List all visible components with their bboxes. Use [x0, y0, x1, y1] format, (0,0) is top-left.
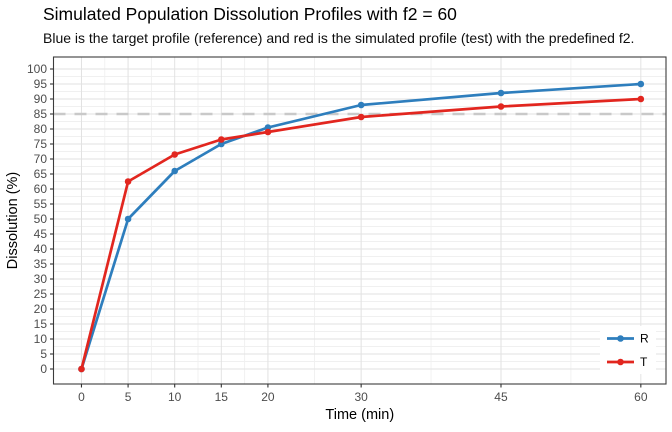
grid-minor: [53, 57, 666, 384]
series-T: [78, 95, 645, 373]
axis-ticks: [50, 68, 642, 388]
chart-title: Simulated Population Dissolution Profile…: [43, 4, 457, 24]
y-tick-label: 15: [34, 317, 48, 331]
y-tick-label: 0: [40, 362, 47, 376]
y-tick-label: 45: [34, 227, 48, 241]
y-tick-label: 35: [34, 257, 48, 271]
y-axis-title: Dissolution (%): [5, 172, 21, 270]
legend-key-point-T: [617, 358, 624, 366]
x-tick-label: 20: [261, 390, 275, 404]
x-tick-label: 15: [215, 390, 229, 404]
y-tick-label: 60: [34, 182, 48, 196]
series-R-point: [171, 167, 178, 175]
series-R-point: [497, 89, 505, 97]
series-R-point: [357, 101, 365, 109]
y-tick-label: 90: [34, 92, 48, 106]
series-T-point: [357, 113, 365, 121]
y-tick-label: 75: [34, 137, 48, 151]
x-tick-label: 0: [78, 390, 85, 404]
series-T-point: [218, 136, 225, 143]
series-T-point: [78, 365, 85, 373]
y-tick-label: 20: [34, 302, 48, 316]
x-tick-label: 5: [125, 390, 132, 404]
y-tick-label: 85: [34, 107, 48, 121]
series-R-point: [637, 80, 645, 88]
y-tick-label: 40: [34, 242, 48, 256]
panel-background: [53, 57, 666, 384]
legend-label-T: T: [640, 355, 648, 369]
y-tick-label: 80: [34, 122, 48, 136]
x-tick-label: 45: [494, 390, 508, 404]
legend-background: [600, 326, 656, 374]
x-axis-title: Time (min): [325, 407, 394, 423]
x-tick-label: 60: [634, 390, 648, 404]
series-T-point: [124, 178, 132, 185]
chart-subtitle: Blue is the target profile (reference) a…: [43, 30, 634, 46]
legend-key-point-R: [617, 335, 624, 342]
axis-tick-labels: 0 5 10 15 20 30 45 6005101520253035404550556065…: [27, 62, 648, 404]
y-tick-label: 95: [34, 77, 48, 91]
series-T-line: [80, 97, 643, 371]
y-tick-label: 10: [34, 332, 48, 346]
series-T-point: [497, 103, 505, 110]
y-tick-label: 30: [34, 272, 48, 286]
y-tick-label: 70: [34, 152, 48, 166]
series-T-point: [264, 128, 272, 136]
legend-label-R: R: [640, 332, 649, 346]
legend: RT: [600, 326, 656, 374]
y-tick-label: 5: [40, 347, 47, 361]
plot-panel: 0 5 10 15 20 30 45 6005101520253035404550556065…: [27, 56, 667, 404]
series-R-point: [124, 215, 132, 223]
y-tick-label: 55: [34, 197, 48, 211]
y-tick-label: 65: [34, 167, 48, 181]
x-tick-label: 10: [168, 390, 182, 404]
panel-border: [52, 56, 667, 385]
x-tick-label: 30: [354, 390, 368, 404]
series-T-point: [637, 95, 645, 103]
series-T-point: [171, 151, 178, 158]
y-tick-label: 100: [27, 62, 47, 76]
y-tick-label: 50: [34, 212, 48, 226]
y-tick-label: 25: [34, 287, 48, 301]
